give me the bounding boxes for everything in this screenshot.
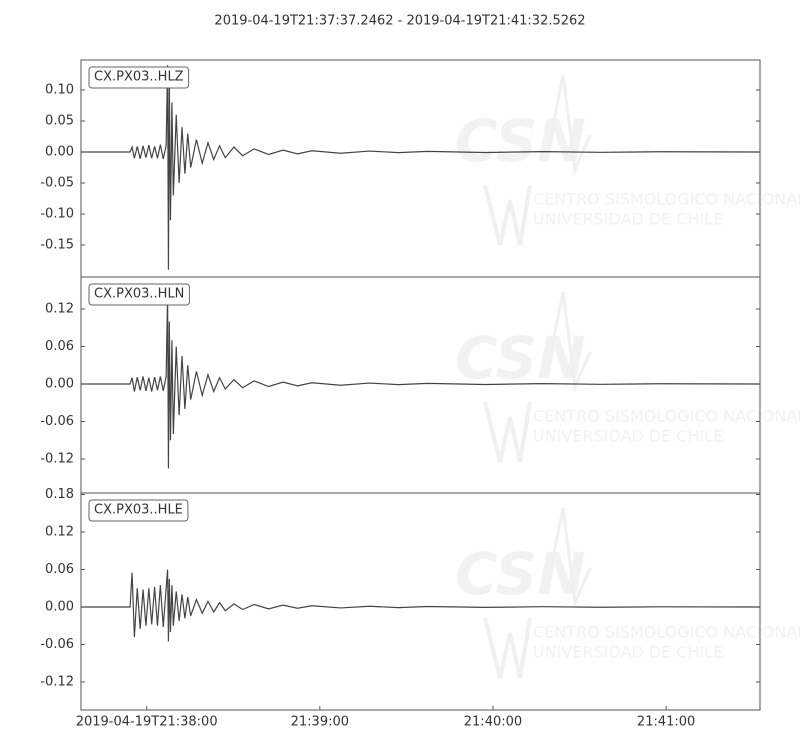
trace <box>81 65 761 270</box>
x-tick-label: 21:40:00 <box>464 715 522 730</box>
y-tick-label: 0.12 <box>45 525 74 540</box>
watermark-wave <box>548 291 592 393</box>
watermark-w <box>483 617 532 679</box>
y-tick-label: 0.05 <box>45 114 74 129</box>
y-tick-label: 0.10 <box>45 83 74 98</box>
watermark-line: UNIVERSIDAD DE CHILE <box>533 643 723 662</box>
trace-label-text: CX.PX03..HLE <box>94 503 183 518</box>
chart-title: 2019-04-19T21:37:37.2462 - 2019-04-19T21… <box>214 14 585 29</box>
watermark-line: UNIVERSIDAD DE CHILE <box>533 210 723 229</box>
y-tick-label: 0.06 <box>45 562 74 577</box>
trace <box>81 569 761 642</box>
y-tick-label: 0.18 <box>45 487 74 502</box>
trace-label: CX.PX03..HLE <box>88 499 189 522</box>
watermark-w <box>483 401 532 463</box>
trace <box>81 296 761 469</box>
trace-label-text: CX.PX03..HLZ <box>94 70 184 85</box>
y-tick-label: -0.05 <box>40 176 74 191</box>
watermark-w <box>483 184 532 246</box>
watermark-line: CENTRO SISMOLOGICO NACIONAL <box>533 407 800 426</box>
watermark-logo: CSN <box>455 324 586 392</box>
y-tick-label: 0.06 <box>45 339 74 354</box>
trace-label-box <box>88 283 190 306</box>
y-tick-label: -0.06 <box>40 637 74 652</box>
y-tick-label: 0.00 <box>45 377 74 392</box>
watermark-logo: CSN <box>455 107 586 175</box>
x-tick-label: 21:41:00 <box>637 715 695 730</box>
y-tick-label: -0.10 <box>40 207 74 222</box>
watermark-wave <box>548 507 592 609</box>
watermark-line: CENTRO SISMOLOGICO NACIONAL <box>533 190 800 209</box>
watermark-logo: CSN <box>455 540 586 608</box>
y-tick-label: 0.00 <box>45 145 74 160</box>
y-tick-label: 0.00 <box>45 600 74 615</box>
x-tick-label: 21:39:00 <box>291 715 349 730</box>
y-tick-label: 0.12 <box>45 302 74 317</box>
y-tick-label: -0.15 <box>40 238 74 253</box>
trace-label-box <box>88 499 189 522</box>
watermark-line: CENTRO SISMOLOGICO NACIONAL <box>533 623 800 642</box>
trace-label: CX.PX03..HLN <box>88 283 190 306</box>
watermark-line: UNIVERSIDAD DE CHILE <box>533 427 723 446</box>
x-tick-label: 2019-04-19T21:38:00 <box>76 715 218 730</box>
y-tick-label: -0.12 <box>40 675 74 690</box>
y-tick-label: -0.12 <box>40 452 74 467</box>
plot-frame <box>80 492 761 711</box>
trace-label-box <box>88 66 190 89</box>
trace-label-text: CX.PX03..HLN <box>94 287 184 302</box>
y-tick-label: -0.06 <box>40 414 74 429</box>
trace-label: CX.PX03..HLZ <box>88 66 190 89</box>
